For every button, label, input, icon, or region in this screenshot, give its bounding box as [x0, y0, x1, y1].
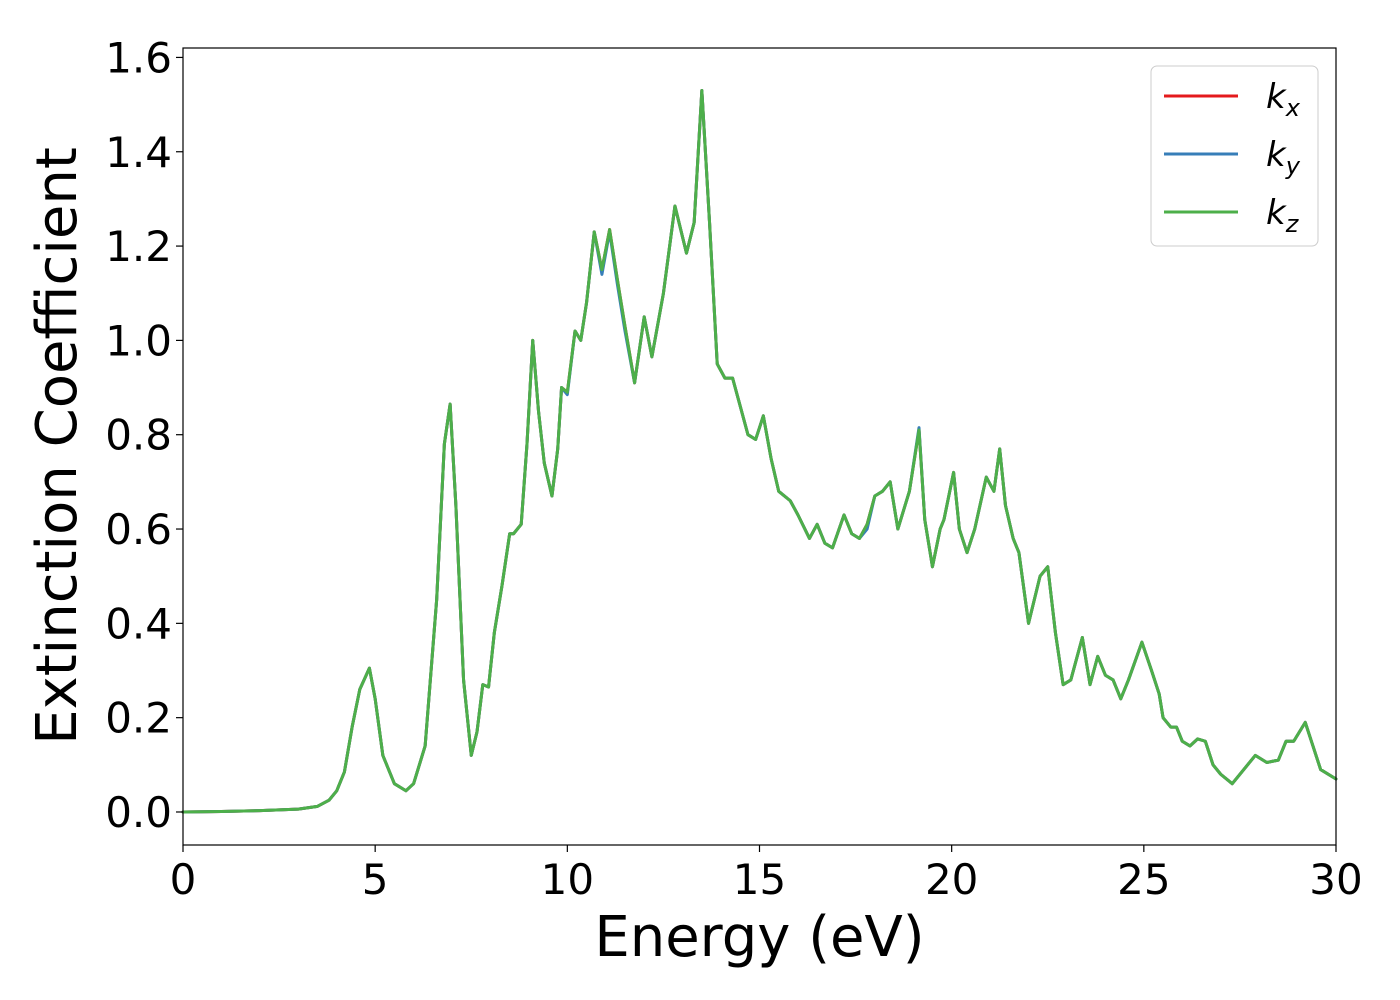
legend-label-kx: kx: [1266, 77, 1301, 122]
x-tick-label: 25: [1117, 855, 1170, 904]
y-tick-label: 0.6: [105, 505, 172, 554]
x-axis-label: Energy (eV): [594, 905, 924, 970]
y-tick-label: 1.4: [105, 128, 172, 177]
legend-label-kz: kz: [1266, 193, 1300, 238]
y-tick-label: 0.4: [105, 599, 172, 648]
y-axis-label: Extinction Coefficient: [25, 147, 90, 745]
y-axis: 0.0 0.2 0.4 0.6 0.8 1.0 1.2 1.4 1.6: [105, 33, 183, 837]
legend-label-ky: ky: [1266, 135, 1301, 180]
x-tick-label: 15: [733, 855, 786, 904]
y-tick-label: 0.8: [105, 411, 172, 460]
x-axis: 0 5 10 15 20 25 30: [170, 845, 1363, 904]
y-tick-label: 0.2: [105, 694, 172, 743]
x-tick-label: 20: [925, 855, 978, 904]
x-tick-label: 5: [362, 855, 389, 904]
series-layer: [181, 88, 1338, 814]
legend-box: [1150, 65, 1319, 247]
y-tick-label: 1.6: [105, 33, 172, 82]
x-tick-label: 30: [1309, 855, 1362, 904]
x-tick-label: 10: [541, 855, 594, 904]
y-tick-label: 1.0: [105, 316, 172, 365]
series-line-kz: [181, 88, 1338, 814]
x-tick-label: 0: [170, 855, 197, 904]
y-tick-label: 1.2: [105, 222, 172, 271]
y-tick-label: 0.0: [105, 788, 172, 837]
legend: kx ky kz: [1150, 65, 1319, 247]
